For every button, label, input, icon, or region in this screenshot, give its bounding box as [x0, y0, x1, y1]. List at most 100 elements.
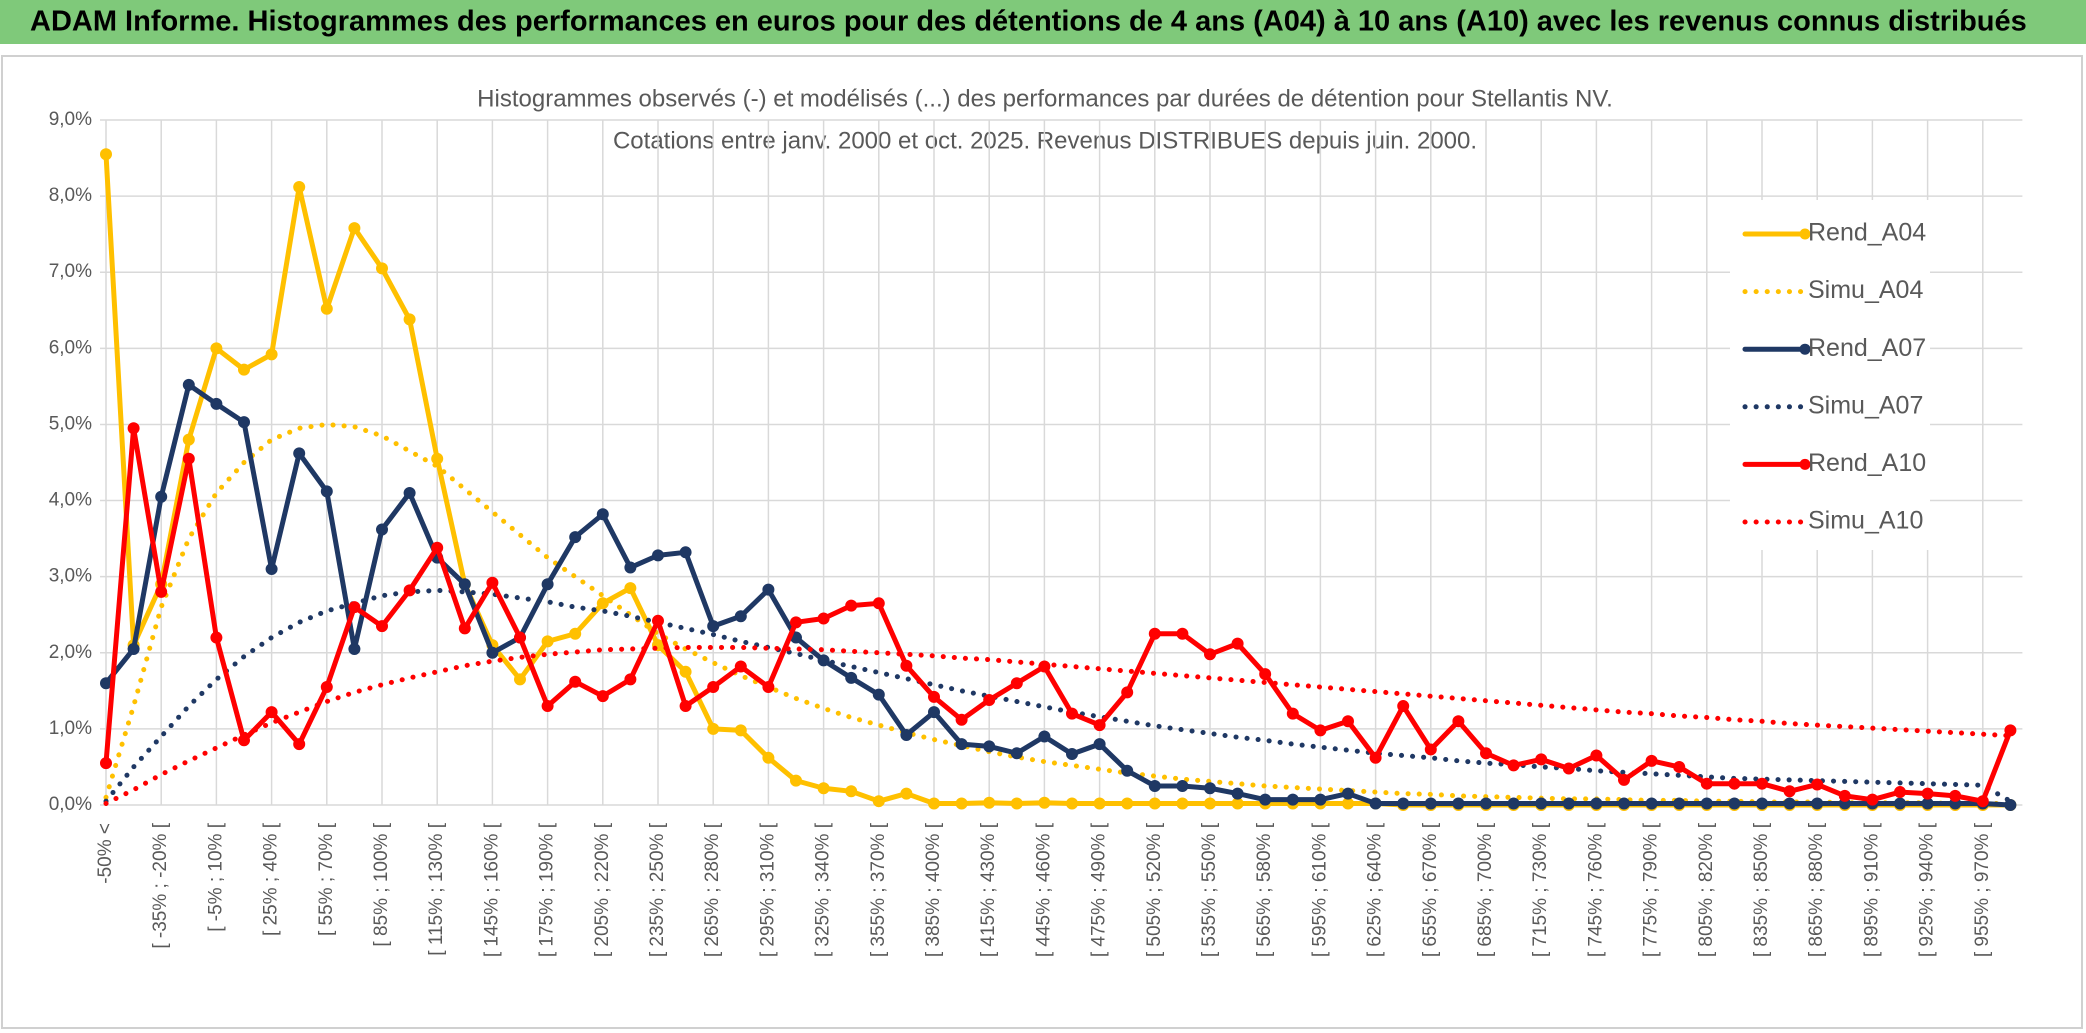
point-marker [1921, 797, 1934, 810]
x-tick-label: [ 835% ; 850% [ [1751, 822, 1772, 957]
point-marker [624, 673, 637, 686]
legend-label: Simu_A07 [1808, 391, 1923, 419]
point-marker [100, 148, 112, 161]
point-marker [845, 599, 858, 612]
x-tick-label: [ 385% ; 400% [ [923, 822, 944, 957]
point-marker [486, 576, 499, 589]
x-tick-label: [ 325% ; 340% [ [813, 822, 834, 957]
legend-label: Rend_A04 [1808, 219, 1926, 247]
point-marker [1452, 797, 1465, 810]
point-marker [293, 738, 306, 751]
chart-frame [1, 55, 2083, 1029]
point-marker [320, 485, 333, 498]
point-marker [1783, 797, 1796, 810]
point-marker [265, 706, 278, 719]
point-marker [596, 690, 609, 703]
point-marker [293, 180, 306, 193]
point-marker [734, 660, 747, 673]
point-marker [1121, 764, 1134, 777]
point-marker [1590, 797, 1603, 810]
point-marker [652, 549, 664, 562]
x-tick-label: [ 715% ; 730% [ [1530, 822, 1551, 957]
point-marker [514, 673, 526, 686]
point-marker [210, 342, 223, 355]
point-marker [762, 751, 775, 764]
point-marker [1176, 779, 1189, 792]
point-marker [872, 795, 885, 808]
point-marker [1452, 715, 1465, 728]
point-marker [2004, 799, 2017, 811]
point-marker [293, 447, 306, 460]
point-marker [155, 585, 168, 598]
y-tick-label: 9,0% [49, 109, 92, 130]
point-marker [127, 422, 140, 435]
point-marker [1756, 777, 1768, 790]
point-marker [955, 713, 968, 726]
point-marker [1894, 786, 1906, 799]
point-marker [1093, 719, 1106, 732]
x-tick-label: [ 595% ; 610% [ [1309, 822, 1330, 957]
point-marker [1259, 668, 1272, 681]
point-marker [210, 397, 223, 410]
x-tick-label: -50% < [95, 823, 116, 884]
y-tick-label: 5,0% [49, 413, 92, 434]
point-marker [652, 614, 664, 627]
legend-marker [1799, 343, 1811, 355]
point-marker [210, 631, 223, 644]
y-tick-label: 1,0% [49, 718, 92, 739]
point-marker [762, 681, 775, 694]
point-marker [1010, 747, 1023, 760]
point-marker [1038, 730, 1051, 743]
point-marker [1231, 787, 1244, 800]
x-tick-label: [ 685% ; 700% [ [1475, 822, 1496, 957]
point-marker [1976, 795, 1989, 808]
point-marker [1369, 797, 1382, 810]
point-marker [182, 378, 195, 391]
point-marker [1066, 707, 1078, 720]
point-marker [983, 693, 996, 706]
point-marker [955, 738, 968, 751]
y-tick-label: 3,0% [49, 566, 92, 587]
point-marker [1894, 797, 1906, 810]
legend: Rend_A04 Simu_A04 Rend_A07 Simu_A07 Rend_A10… [1730, 200, 1930, 550]
point-marker [1535, 797, 1548, 810]
x-tick-label: [ 115% ; 130% [ [426, 822, 447, 955]
legend-label: Rend_A10 [1808, 449, 1926, 477]
point-marker [1286, 793, 1299, 806]
x-tick-label: [ 925% ; 940% [ [1917, 822, 1938, 957]
series-line [103, 587, 2013, 804]
point-marker [1424, 797, 1437, 810]
point-marker [569, 531, 582, 544]
point-marker [376, 620, 388, 633]
point-marker [155, 490, 168, 503]
legend-box [1730, 200, 1930, 550]
series-line [103, 382, 2013, 808]
point-marker [458, 622, 471, 635]
point-marker [1259, 793, 1272, 806]
series-line [103, 644, 2013, 806]
x-tick-label: [ 805% ; 820% [ [1696, 822, 1717, 957]
point-marker [1590, 749, 1603, 762]
x-tick-label: [ 745% ; 760% [ [1585, 822, 1606, 957]
y-tick-label: 6,0% [49, 337, 92, 358]
x-tick-label: [ 445% ; 460% [ [1033, 822, 1054, 957]
point-marker [265, 348, 278, 361]
point-marker [1121, 797, 1134, 810]
x-tick-label: [ 205% ; 220% [ [592, 822, 613, 957]
point-marker [1093, 797, 1106, 810]
point-marker [872, 597, 885, 610]
header-bar [0, 0, 2086, 44]
point-marker [1480, 797, 1492, 810]
series-line [103, 421, 2013, 806]
point-marker [1369, 751, 1382, 764]
y-tick-label: 2,0% [49, 642, 92, 663]
x-tick-label: [ 265% ; 280% [ [702, 822, 723, 957]
point-marker [1010, 797, 1023, 810]
point-marker [376, 262, 388, 275]
x-tick-label: [ 415% ; 430% [ [978, 822, 999, 957]
point-marker [679, 665, 692, 678]
point-marker [845, 671, 858, 684]
point-marker [127, 642, 140, 655]
point-marker [1314, 793, 1327, 806]
